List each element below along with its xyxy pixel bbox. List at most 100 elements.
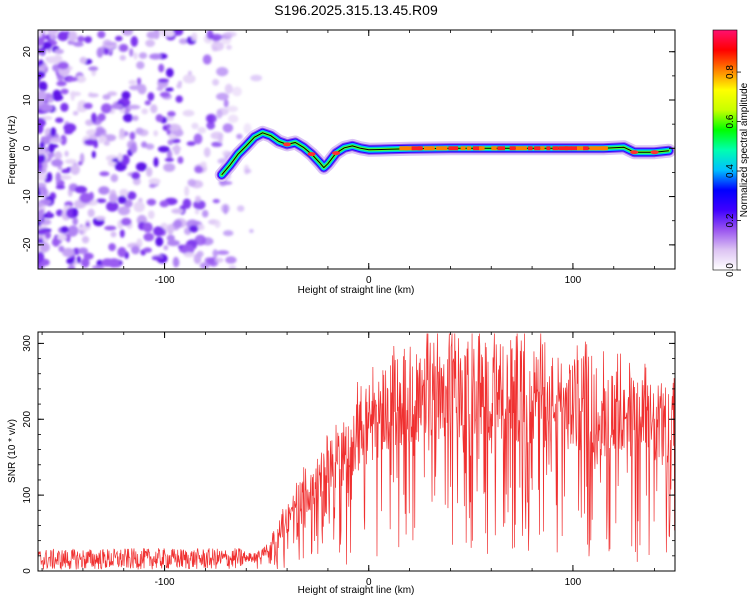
noise-blob <box>79 152 85 164</box>
noise-blob <box>186 141 196 146</box>
noise-blob <box>151 256 164 261</box>
snr-series <box>38 333 675 570</box>
noise-blob <box>38 229 48 235</box>
noise-blob <box>120 217 132 226</box>
noise-blob <box>79 192 92 204</box>
noise-blob <box>48 143 55 153</box>
noise-blob <box>40 103 52 112</box>
noise-blob <box>69 91 82 97</box>
ridge-hotspot <box>552 146 559 151</box>
noise-blob <box>203 147 211 158</box>
ridge-hotspot <box>430 146 435 151</box>
snr-panel: -100 0 100 0 100 200 300 Height of straight l… <box>7 331 676 596</box>
noise-blob <box>146 167 153 177</box>
noise-blob <box>227 114 239 124</box>
ridge-hotspot <box>528 146 533 151</box>
snr-line <box>38 333 675 570</box>
noise-blob <box>52 237 60 247</box>
ridge-hotspot <box>417 146 423 151</box>
spectrogram-y-tick-label: -20 <box>22 237 33 252</box>
snr-y-label: SNR (10 * v/v) <box>7 419 18 483</box>
noise-blob <box>50 127 57 137</box>
ridge-hotspot <box>332 151 341 156</box>
noise-blob <box>83 102 93 110</box>
noise-blob <box>249 229 254 233</box>
noise-blob <box>211 141 223 147</box>
noise-blob <box>77 161 83 166</box>
noise-blob <box>38 59 44 66</box>
ridge-hotspot <box>521 146 527 151</box>
colorbar-tick-label: 0.6 <box>725 114 736 128</box>
noise-blob <box>133 52 138 60</box>
noise-blob <box>58 245 65 253</box>
colorbar-tick-label: 0.8 <box>725 65 736 79</box>
noise-blob <box>166 123 171 129</box>
spectrogram-ridge <box>214 125 675 182</box>
spectrogram-y-ticks: -20 -10 0 10 20 <box>22 46 675 270</box>
noise-blob <box>194 165 204 174</box>
noise-blob <box>84 36 92 44</box>
noise-blob <box>91 265 105 269</box>
noise-blob <box>46 172 53 183</box>
ridge-hotspot <box>466 146 472 151</box>
noise-blob <box>226 105 239 113</box>
noise-blob <box>158 63 165 73</box>
noise-blob <box>42 41 52 50</box>
noise-blob <box>129 48 134 57</box>
noise-blob <box>41 135 51 145</box>
ridge-hotspot <box>589 146 597 151</box>
noise-blob <box>232 86 242 97</box>
noise-blob <box>122 113 134 123</box>
noise-blob <box>155 236 164 247</box>
ridge-hotspot <box>472 146 482 151</box>
noise-blob <box>199 262 210 269</box>
noise-blob <box>81 236 90 244</box>
noise-blob <box>228 265 237 269</box>
noise-blob <box>38 164 43 169</box>
noise-blob <box>66 234 71 243</box>
ridge-hotspot <box>546 146 551 151</box>
noise-blob <box>150 104 158 114</box>
noise-blob <box>119 44 129 52</box>
noise-blob <box>98 186 110 195</box>
snr-x-tick-label: 100 <box>565 577 582 588</box>
noise-blob <box>74 185 88 194</box>
ridge-hotspot <box>491 146 497 151</box>
noise-blob <box>44 231 51 240</box>
noise-blob <box>206 30 214 40</box>
noise-blob <box>57 234 67 241</box>
noise-blob <box>147 92 155 101</box>
spectrogram-x-tick-label: -100 <box>155 275 175 286</box>
noise-blob <box>95 216 106 221</box>
noise-blob <box>39 209 45 214</box>
noise-blob <box>211 41 225 52</box>
noise-blob <box>55 209 64 217</box>
noise-blob <box>46 56 58 64</box>
noise-blob <box>51 159 64 167</box>
spectrogram-x-label: Height of straight line (km) <box>298 285 415 296</box>
noise-blob <box>106 201 119 212</box>
noise-blob <box>110 174 119 183</box>
ridge-hotspot <box>423 146 434 151</box>
noise-blob <box>212 78 220 86</box>
noise-blob <box>153 226 165 237</box>
ridge-hotspot <box>570 146 580 151</box>
noise-blob <box>39 141 45 150</box>
noise-blob <box>130 143 138 154</box>
noise-blob <box>117 206 131 216</box>
noise-blob <box>206 121 216 130</box>
noise-blob <box>57 165 63 171</box>
noise-blob <box>60 102 69 112</box>
noise-blob <box>172 256 179 268</box>
noise-blob <box>167 139 174 146</box>
noise-blob <box>72 207 79 218</box>
noise-blob <box>171 208 184 214</box>
noise-blob <box>143 232 155 242</box>
noise-blob <box>214 257 224 263</box>
noise-blob <box>123 199 133 208</box>
noise-blob <box>54 151 62 160</box>
noise-blob <box>135 162 147 172</box>
noise-blob <box>148 178 161 185</box>
spectrogram-y-tick-label: 0 <box>22 145 33 151</box>
noise-blob <box>56 80 67 87</box>
